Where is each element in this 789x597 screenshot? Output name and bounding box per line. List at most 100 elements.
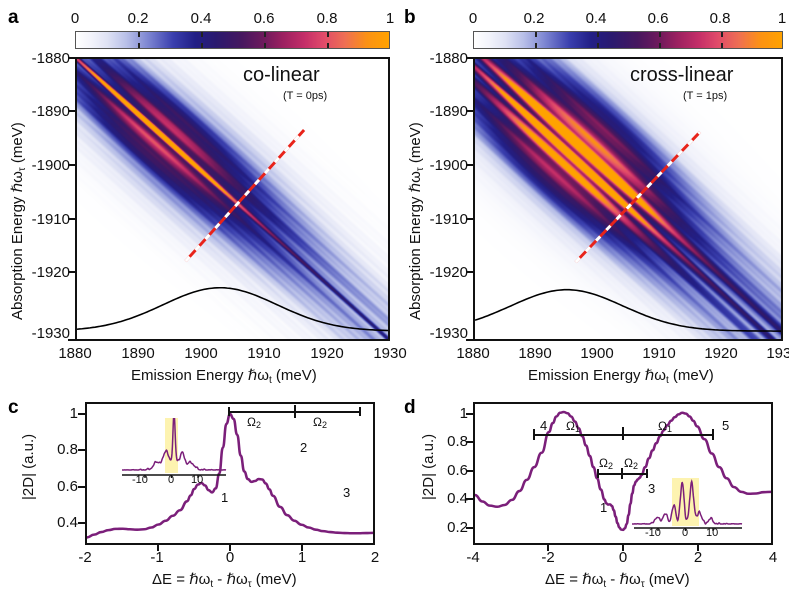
inset-panel-c: -10 0 10 xyxy=(118,412,230,490)
ytick-a-3: -1910 xyxy=(31,211,70,228)
colorbar-tick-a-5: 1 xyxy=(385,10,395,27)
omega2-label-d-0: Ω2 xyxy=(599,456,613,471)
colorbar-tick-a-4: 0.8 xyxy=(316,10,338,27)
lineplot-svg-d xyxy=(474,410,772,532)
xaxis-title-d: ΔE = ℏωt - ℏωτ (meV) xyxy=(545,571,690,590)
peak-label-d-4: 4 xyxy=(540,418,548,433)
lineplot-panel-c xyxy=(85,402,375,545)
peak-label-c-3: 3 xyxy=(343,485,351,500)
xtick-mark-d-3 xyxy=(697,545,699,551)
ytick-mark-d-2 xyxy=(466,470,473,472)
peak-label-d-5: 5 xyxy=(722,418,730,433)
ytick-d-0: 0.2 xyxy=(447,519,468,536)
colorbar-b xyxy=(473,31,783,49)
ytick-mark-a-2 xyxy=(68,164,75,166)
ytick-a-5: -1930 xyxy=(31,325,70,342)
colorbar-a xyxy=(75,31,390,49)
ytick-mark-b-2 xyxy=(466,164,473,166)
ytick-mark-d-4 xyxy=(466,413,473,415)
yaxis-title-b: Absorption Energy ℏωτ (meV) xyxy=(407,122,426,320)
xtick-mark-c-3 xyxy=(301,545,303,551)
xtick-d-3: 2 xyxy=(693,549,703,566)
ytick-mark-a-0 xyxy=(68,57,75,59)
inset-panel-d: -10 0 10 xyxy=(628,478,746,544)
panel-letter-d: d xyxy=(404,397,416,418)
yaxis-title-a: Absorption Energy ℏωτ (meV) xyxy=(9,122,28,320)
ytick-mark-d-1 xyxy=(466,498,473,500)
colorbar-tick-b-4: 0.8 xyxy=(709,10,731,27)
omega1-label-d-0: Ω1 xyxy=(566,419,580,434)
inset-svg-d xyxy=(632,478,743,531)
peak-label-d-1: 1 xyxy=(600,500,608,515)
ytick-c-2: 0.8 xyxy=(57,441,78,458)
xaxis-title-a: Emission Energy ℏωt (meV) xyxy=(131,367,317,386)
omega2-tick-d-center xyxy=(621,468,623,479)
omega1-tick-d-right xyxy=(712,429,714,440)
omega-tick-c-end xyxy=(359,407,361,416)
ytick-c-0: 0.4 xyxy=(57,514,78,531)
map-title-b: cross-linear xyxy=(630,64,734,86)
ytick-mark-b-4 xyxy=(466,271,473,273)
xtick-a-4: 1920 xyxy=(310,345,344,362)
yaxis-title-d: |2D| (a.u.) xyxy=(420,433,437,500)
xtick-d-4: 4 xyxy=(768,549,778,566)
colorbar-tick-b-5: 1 xyxy=(777,10,787,27)
colorbar-tick-b-0: 0 xyxy=(468,10,478,27)
colorbar-ticks-b xyxy=(474,32,782,48)
xtick-a-2: 1900 xyxy=(184,345,218,362)
panel-letter-b: b xyxy=(404,7,416,28)
yaxis-title-c: |2D| (a.u.) xyxy=(20,433,37,500)
xtick-b-3: 1910 xyxy=(642,345,676,362)
colorbar-ticks-a xyxy=(76,32,389,48)
xtick-b-2: 1900 xyxy=(580,345,614,362)
ytick-b-0: -1880 xyxy=(429,50,468,67)
ytick-d-4: 1 xyxy=(459,405,468,422)
ytick-mark-c-0 xyxy=(78,522,85,524)
colorbar-tick-a-0: 0 xyxy=(70,10,80,27)
ytick-c-1: 0.6 xyxy=(57,478,78,495)
ytick-mark-b-0 xyxy=(466,57,473,59)
ytick-a-2: -1900 xyxy=(31,157,70,174)
xtick-a-1: 1890 xyxy=(121,345,155,362)
xtick-d-0: -4 xyxy=(466,549,480,566)
ytick-c-3: 1 xyxy=(69,405,78,422)
map-subtitle-a: (T = 0ps) xyxy=(283,90,328,102)
xtick-b-0: 1880 xyxy=(456,345,490,362)
ytick-a-4: -1920 xyxy=(31,264,70,281)
xaxis-title-b: Emission Energy ℏωt (meV) xyxy=(528,367,714,386)
colorbar-tick-a-3: 0.6 xyxy=(253,10,275,27)
ytick-mark-a-3 xyxy=(68,218,75,220)
ytick-mark-a-4 xyxy=(68,271,75,273)
xtick-a-5: 1930 xyxy=(373,345,407,362)
colorbar-tick-a-1: 0.2 xyxy=(127,10,149,27)
ytick-mark-d-3 xyxy=(466,441,473,443)
heatmap-overlay-a xyxy=(77,128,388,332)
omega-label-c-1: Ω2 xyxy=(313,415,327,430)
xtick-b-4: 1920 xyxy=(704,345,738,362)
inset-xtick-d-0: -10 xyxy=(645,527,661,539)
inset-xtick-d-1: 0 xyxy=(682,527,689,539)
heatmap-canvas-b xyxy=(475,59,781,339)
heatmap-overlay-b xyxy=(475,130,781,332)
xtick-c-1: -1 xyxy=(150,549,164,566)
colorbar-tick-b-3: 0.6 xyxy=(647,10,669,27)
peak-label-c-2: 2 xyxy=(300,440,308,455)
heatmap-panel-b xyxy=(473,57,783,341)
panel-letter-c: c xyxy=(8,397,19,418)
omega2-tick-d-right xyxy=(646,469,648,478)
xtick-c-3: 1 xyxy=(297,549,307,566)
inset-xtick-c-0: -10 xyxy=(132,474,148,486)
xtick-b-5: 1930 xyxy=(766,345,789,362)
ytick-b-3: -1910 xyxy=(429,211,468,228)
ytick-mark-c-1 xyxy=(78,486,85,488)
xaxis-title-c: ΔE = ℏωt - ℏωτ (meV) xyxy=(152,571,297,590)
colorbar-gradient-b xyxy=(474,32,782,48)
colorbar-gradient-a xyxy=(76,32,389,48)
ytick-b-2: -1900 xyxy=(429,157,468,174)
heatmap-panel-a xyxy=(75,57,390,341)
peak-label-d-3: 3 xyxy=(648,481,656,496)
omega1-tick-d-left xyxy=(533,429,535,440)
ytick-d-3: 0.8 xyxy=(447,433,468,450)
map-subtitle-b: (T = 1ps) xyxy=(683,90,728,102)
